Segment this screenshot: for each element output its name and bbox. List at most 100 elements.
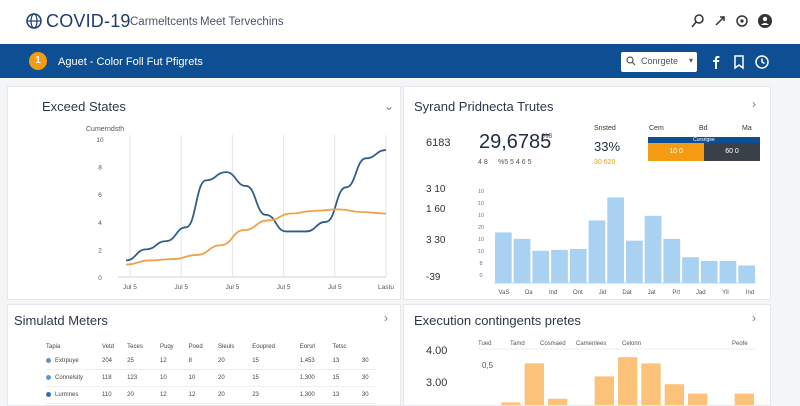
table-row[interactable]: Connelsity 118 123 10 10 20 15 1,300 15 …	[46, 369, 376, 387]
column-header: Eoupred	[252, 344, 275, 350]
select-value: Conrgete	[641, 56, 679, 66]
table-cell: 13	[332, 353, 362, 370]
table-cell: 30	[361, 353, 376, 370]
bar	[682, 257, 699, 283]
stat-meta: %5 5 4 6 5	[498, 159, 532, 166]
table-cell: 12	[160, 386, 189, 404]
search-icon	[626, 56, 636, 66]
y-label: 4.00	[426, 345, 448, 357]
x-tick-label: Jul 5	[328, 284, 342, 291]
syrand-panel: Syrand Pridnecta Trutes › 6183 4 8 29,67…	[403, 86, 771, 300]
x-tick-label: Lastu	[378, 284, 394, 291]
column-label: Cosmaed	[540, 341, 566, 347]
column-label: Tamd	[510, 341, 525, 347]
x-tick-label: Oa	[525, 290, 534, 296]
bookmark-icon[interactable]	[731, 54, 747, 70]
x-tick-label: Dat	[622, 290, 632, 296]
stat-left-sub: 4 8	[478, 159, 488, 166]
x-tick-label: VaS	[499, 290, 510, 296]
stat-orange-label: 30 620	[594, 159, 616, 166]
column-label: Celonn	[622, 341, 641, 347]
bar	[513, 238, 531, 283]
row-label: Connelsity	[55, 375, 84, 382]
y-tick-label: 10	[478, 237, 484, 243]
notification-badge[interactable]: 1	[29, 52, 47, 70]
y-tick-label: 2	[98, 247, 102, 254]
panel-title: Execution contingents pretes	[414, 313, 581, 328]
y-label: 1 60	[426, 204, 446, 215]
y-tick-label: 4	[98, 220, 102, 227]
table-cell: 23	[252, 386, 300, 404]
bar	[569, 248, 587, 283]
x-tick-label: Jul 5	[277, 284, 291, 291]
y-tick-label: 10	[478, 189, 484, 195]
column-header-blank	[362, 341, 376, 353]
chevron-right-icon[interactable]: ›	[752, 311, 756, 325]
chevron-down-icon[interactable]: ⌄	[384, 99, 395, 113]
bar	[588, 220, 606, 283]
column-header: Tetsc	[332, 344, 347, 350]
legend-label: Ma	[742, 125, 752, 132]
table-cell: 15	[332, 369, 362, 387]
table-cell: 15	[252, 369, 300, 387]
table-cell: 123	[127, 369, 160, 387]
table-cell: 1,300	[299, 369, 333, 387]
bar	[626, 240, 643, 283]
bar	[688, 393, 708, 405]
bar	[700, 260, 718, 283]
bar	[618, 357, 638, 405]
column-header: Eorsrl	[299, 344, 316, 350]
status-dot	[46, 357, 51, 363]
app-title: COVID-19	[46, 11, 131, 31]
series-line-2	[125, 208, 387, 266]
table-cell: 1,300	[299, 386, 333, 404]
panel-title: Syrand Pridnecta Trutes	[414, 99, 554, 114]
column-header: Puqy	[160, 344, 174, 350]
inner-label: 0,5	[482, 361, 494, 370]
x-tick-label: Jul 5	[123, 284, 137, 291]
column-label: Peofe	[732, 341, 748, 347]
settings-icon[interactable]	[734, 13, 750, 29]
user-icon[interactable]	[757, 13, 773, 29]
nav-link-1[interactable]: Carmeltcents	[130, 16, 198, 28]
search-icon[interactable]	[690, 13, 706, 29]
y-label: 3 10	[426, 184, 446, 195]
column-label: Tued	[478, 341, 491, 347]
status-dot	[46, 391, 51, 397]
table-cell: 13	[332, 386, 362, 404]
bar-chart: VaS Oa Ind Ont Jid Dat Jat Prt Jad Yll Ind 10 10 10 20…	[478, 189, 756, 296]
table-row[interactable]: Lurmnes 110 20 12 12 20 23 1,300 13 30	[46, 386, 376, 404]
region-select[interactable]: Conrgete ▾	[621, 52, 697, 72]
y-tick-label: 20	[478, 225, 484, 231]
panel-title: Exceed States	[42, 99, 126, 114]
stat-column-label: Snsted	[594, 125, 616, 132]
facebook-icon[interactable]	[708, 54, 724, 70]
table-cell: 20	[218, 369, 253, 387]
table-cell: 8	[188, 353, 218, 370]
panel-title: Simulatd Meters	[14, 313, 108, 328]
bar	[495, 232, 512, 283]
chevron-right-icon[interactable]: ›	[384, 311, 388, 325]
globe-icon	[26, 13, 42, 29]
x-tick-label: Ind	[746, 290, 754, 296]
bar	[641, 363, 661, 405]
breadcrumb: Aguet - Color Foll Fut Pfigrets	[58, 56, 203, 68]
x-tick-label: Jad	[696, 290, 706, 296]
x-tick-label: Jul 5	[226, 284, 240, 291]
bar	[524, 363, 544, 405]
table-cell: 12	[188, 386, 218, 404]
y-tick-label: 6	[98, 192, 102, 199]
top-bar	[0, 0, 800, 44]
series-line-1	[125, 149, 387, 262]
table-cell: 1,453	[299, 353, 333, 370]
clock-icon[interactable]	[754, 54, 770, 70]
chevron-right-icon[interactable]: ›	[752, 97, 756, 111]
table-cell: 15	[252, 353, 300, 370]
table-cell: 10	[188, 369, 218, 387]
column-header: Vetd	[102, 344, 115, 350]
nav-link-2[interactable]: Meet Tervechins	[200, 16, 284, 28]
table-row[interactable]: Extrpuye 204 25 12 8 20 15 1,453 13 30	[46, 353, 376, 370]
column-header: Teces	[127, 344, 143, 350]
share-icon[interactable]	[712, 13, 728, 29]
x-tick-label: Prt	[672, 290, 680, 296]
